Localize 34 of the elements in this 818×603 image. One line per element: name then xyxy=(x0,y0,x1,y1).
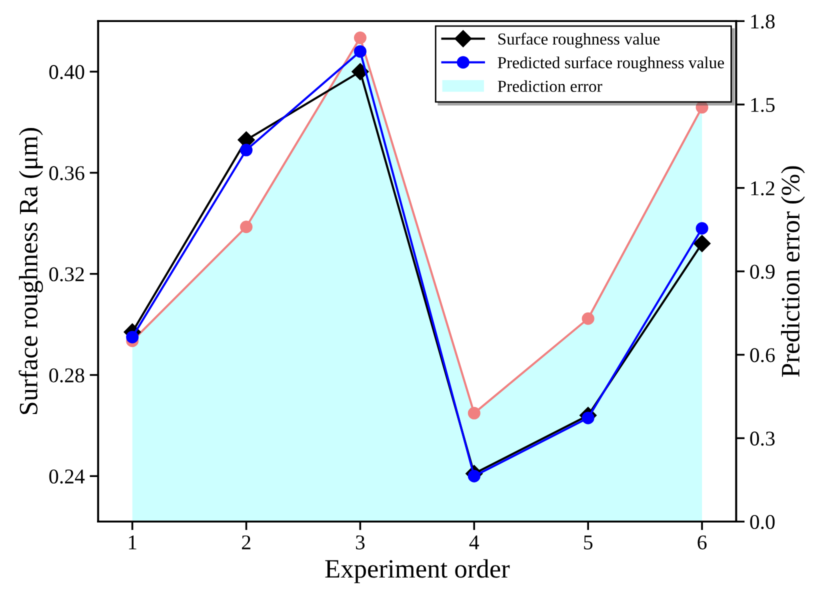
y2-tick-label: 1.8 xyxy=(751,14,775,29)
legend-label: Predicted surface roughness value xyxy=(498,56,724,72)
x-axis-title: Experiment order xyxy=(325,559,510,584)
y-axis-title: Surface roughness Ra (μm) xyxy=(18,128,43,414)
y2-tick-label: 0.3 xyxy=(750,432,775,446)
point xyxy=(240,220,253,234)
point xyxy=(354,32,366,44)
y-tick-label: 0.28 xyxy=(49,368,84,383)
point xyxy=(693,234,711,252)
point xyxy=(696,101,708,114)
point xyxy=(468,406,480,420)
point xyxy=(126,330,139,344)
point xyxy=(240,144,253,156)
point xyxy=(354,45,366,58)
y2-tick-label: 0.0 xyxy=(750,514,775,530)
x-tick-label: 4 xyxy=(469,536,480,550)
y-tick-label: 0.24 xyxy=(49,469,85,484)
y2-tick-label: 1.2 xyxy=(751,181,774,196)
x-tick-label: 5 xyxy=(584,536,592,550)
x-tick-label: 2 xyxy=(242,535,250,550)
x-tick-label: 6 xyxy=(698,535,707,550)
point xyxy=(582,312,594,325)
y-tick-label: 0.32 xyxy=(49,267,84,282)
y2-tick-label: 0.6 xyxy=(750,348,775,362)
y-tick-label: 0.40 xyxy=(49,65,84,80)
point xyxy=(696,222,708,235)
x-tick-label: 3 xyxy=(356,535,365,550)
x-tick-label: 1 xyxy=(128,535,136,550)
y-tick-label: 0.36 xyxy=(49,166,84,180)
y2-tick-label: 1.5 xyxy=(751,98,775,112)
y2-axis-title: Prediction error (%) xyxy=(780,166,805,377)
legend-label: Surface roughness value xyxy=(498,32,660,48)
y2-tick-label: 0.9 xyxy=(750,264,775,279)
legend-label: Prediction error xyxy=(498,80,602,92)
